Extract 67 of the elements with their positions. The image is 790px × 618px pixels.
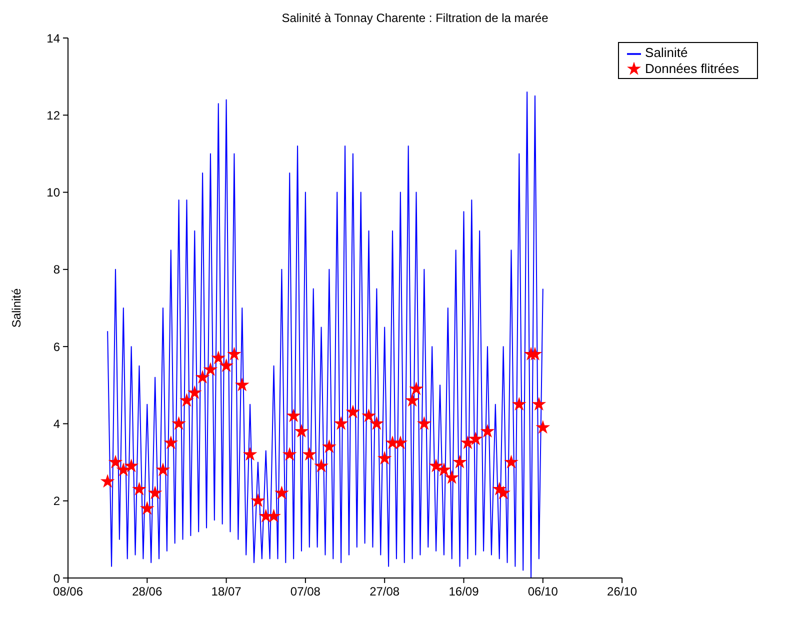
point: [334, 416, 348, 430]
x-tick-label: 27/08: [370, 584, 400, 599]
point: [124, 458, 138, 472]
point: [100, 474, 115, 488]
point: [460, 435, 475, 450]
point: [536, 420, 550, 434]
y-tick-label: 10: [46, 186, 60, 200]
x-tick-label: 28/06: [132, 584, 162, 599]
point: [496, 486, 511, 500]
y-tick-label: 14: [46, 31, 60, 46]
x-tick-label: 07/08: [290, 584, 321, 599]
point: [377, 450, 392, 465]
point: [302, 447, 317, 461]
x-tick-label: 06/10: [528, 584, 558, 599]
point: [108, 454, 123, 468]
point: [203, 362, 218, 376]
x-tick-label: 16/09: [448, 584, 480, 599]
point: [393, 435, 408, 450]
point: [148, 486, 162, 500]
point: [294, 424, 309, 438]
legend-label: Salinité: [645, 45, 688, 60]
point: [282, 447, 297, 461]
point: [234, 378, 250, 392]
y-tick-label: 6: [53, 340, 60, 354]
point: [444, 470, 460, 484]
point: [250, 493, 266, 507]
point: [452, 454, 467, 468]
point: [227, 346, 242, 360]
point: [322, 439, 336, 453]
y-tick-label: 12: [46, 108, 60, 122]
point: [187, 385, 202, 399]
line-series: [107, 92, 544, 578]
point: [468, 432, 483, 446]
point: [156, 462, 170, 476]
point: [211, 350, 226, 364]
point: [346, 404, 360, 418]
y-tick-label: 4: [53, 416, 60, 431]
x-tick-label: 26/10: [607, 584, 638, 599]
point: [140, 501, 154, 515]
legend-label: Données flitrées: [645, 60, 739, 76]
point: [172, 416, 186, 430]
point: [314, 458, 328, 472]
y-axis-title: Salinité: [9, 288, 24, 328]
point: [286, 408, 301, 422]
point: [504, 454, 518, 468]
y-tick-label: 8: [53, 262, 60, 277]
point: [180, 393, 194, 407]
point: [370, 416, 384, 430]
point: [409, 381, 424, 396]
point: [512, 396, 526, 411]
point: [362, 408, 376, 422]
point: [132, 482, 146, 496]
point: [195, 370, 210, 384]
y-tick-label: 2: [53, 494, 60, 508]
point: [242, 447, 258, 461]
point: [532, 396, 546, 411]
point: [274, 486, 289, 500]
x-tick-label: 18/07: [211, 584, 242, 599]
point: [164, 435, 178, 450]
point: [405, 393, 420, 407]
y-tick-label: 0: [53, 571, 60, 586]
point: [428, 458, 444, 472]
x-tick-label: 08/06: [52, 584, 84, 599]
point: [219, 358, 234, 372]
point: [480, 424, 495, 438]
chart-title: Salinité à Tonnay Charente : Filtration de la marée: [280, 10, 550, 27]
point: [416, 416, 432, 430]
